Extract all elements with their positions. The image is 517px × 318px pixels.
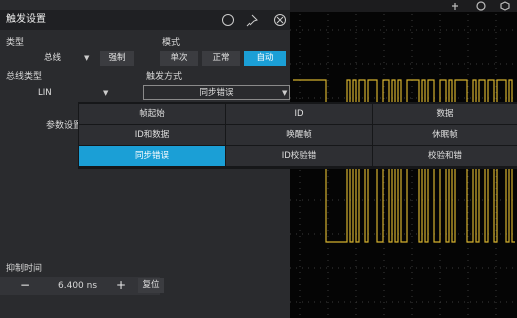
menu-option[interactable]: ID和数据 (79, 125, 225, 145)
dropdown-arrow: ▼ (282, 86, 287, 100)
help-icon[interactable] (223, 15, 234, 26)
close-x (277, 17, 283, 23)
menu-option[interactable]: 数据 (373, 104, 517, 124)
holdoff-label: 抑制时间 (6, 262, 42, 276)
mode-auto[interactable]: 自动 (244, 51, 286, 66)
decrement-button[interactable]: − (20, 278, 30, 292)
bus-type-dropdown[interactable]: LIN (24, 86, 114, 101)
panel-title: 触发设置 (6, 13, 46, 27)
menu-option[interactable]: 唤醒帧 (226, 125, 372, 145)
mode-normal[interactable]: 正常 (202, 51, 240, 66)
bus-type-label: 总线类型 (6, 70, 42, 84)
menu-option[interactable]: ID校验错 (226, 146, 372, 166)
trigger-method-label: 触发方式 (146, 70, 182, 84)
dropdown-arrow: ▼ (103, 86, 108, 100)
pin-icon[interactable] (247, 15, 257, 26)
reset-button[interactable]: 复位 (138, 278, 164, 293)
params-label: 参数设置 (46, 119, 82, 133)
scope-toolbar (290, 0, 517, 12)
title-icons (218, 10, 298, 30)
trigger-method-dropdown[interactable]: 同步错误 (143, 85, 290, 100)
menu-option[interactable]: 同步错误 (79, 146, 225, 166)
menu-option[interactable]: 休眠帧 (373, 125, 517, 145)
holdoff-value[interactable]: 6.400 ns (58, 279, 97, 293)
increment-button[interactable]: + (116, 278, 126, 292)
menu-option[interactable]: 校验和错 (373, 146, 517, 166)
menu-option[interactable]: ID (226, 104, 372, 124)
menu-option[interactable]: 帧起始 (79, 104, 225, 124)
dropdown-arrow: ▼ (84, 51, 89, 65)
mode-label: 模式 (162, 36, 180, 50)
force-button[interactable]: 强制 (100, 51, 134, 66)
screen: 触发设置 类型 总线 ▼ 强制 模式 单次 正常 自动 总线类型 LIN ▼ 触… (0, 0, 517, 318)
type-label: 类型 (6, 36, 24, 50)
mode-single[interactable]: 单次 (160, 51, 198, 66)
